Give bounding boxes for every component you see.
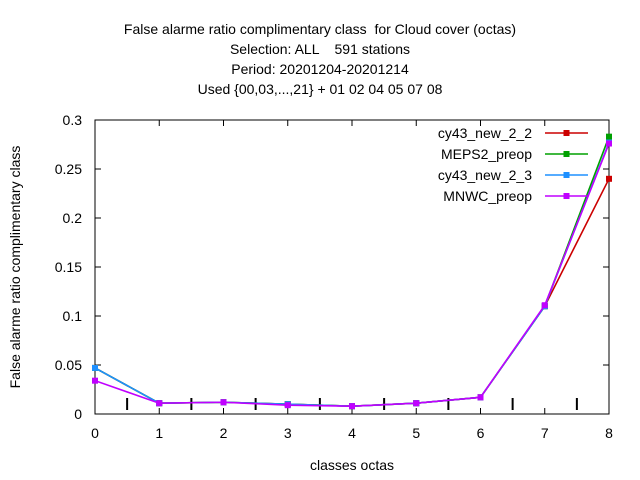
y-tick-label: 0.15	[55, 259, 82, 275]
y-tick-label: 0.05	[55, 357, 82, 373]
x-axis-label: classes octas	[310, 457, 394, 473]
y-tick-label: 0.1	[63, 308, 83, 324]
data-point	[541, 302, 548, 309]
legend-label: cy43_new_2_2	[438, 125, 532, 141]
y-tick-label: 0	[74, 406, 82, 422]
x-tick-label: 6	[477, 425, 485, 441]
legend-swatch-marker	[563, 172, 570, 178]
series-cy43_new_2_3	[92, 139, 612, 410]
y-tick-label: 0.2	[63, 210, 83, 226]
chart-title-line-1: False alarme ratio complimentary class f…	[123, 21, 517, 37]
data-point	[92, 377, 98, 384]
legend-label: MEPS2_preop	[441, 146, 532, 162]
legend-label: MNWC_preop	[443, 188, 532, 204]
x-tick-label: 3	[284, 425, 292, 441]
data-point	[477, 394, 484, 401]
series-line	[94, 178, 610, 407]
data-point	[92, 364, 98, 371]
x-tick-label: 1	[155, 425, 163, 441]
data-point	[156, 400, 163, 407]
y-tick-label: 0.3	[63, 112, 83, 128]
y-axis-label: False alarme ratio complimentary class	[7, 146, 23, 389]
x-tick-label: 4	[348, 425, 356, 441]
data-point	[220, 399, 227, 406]
plot-frame	[94, 119, 610, 415]
chart-title-line-3: Period: 20201204-20201214	[231, 61, 409, 77]
legend-swatch-marker	[563, 151, 570, 157]
y-tick-label: 0.25	[55, 161, 82, 177]
series-MEPS2_preop	[92, 133, 612, 410]
legend-swatch-marker	[563, 130, 570, 136]
x-tick-label: 8	[605, 425, 613, 441]
data-point	[349, 403, 355, 410]
x-tick-label: 0	[91, 425, 99, 441]
x-tick-label: 5	[412, 425, 420, 441]
data-point	[413, 400, 420, 407]
x-tick-label: 2	[220, 425, 228, 441]
legend-label: cy43_new_2_3	[438, 167, 532, 183]
series-cy43_new_2_2	[92, 175, 612, 410]
chart-title-line-2: Selection: ALL 591 stations	[229, 41, 411, 57]
data-point	[284, 402, 291, 409]
x-tick-label: 7	[541, 425, 549, 441]
data-point	[606, 133, 612, 140]
data-point	[606, 175, 612, 182]
legend-swatch-marker	[563, 193, 570, 199]
data-point	[606, 140, 612, 147]
chart-title-line-4: Used {00,03,...,21} + 01 02 04 05 07 08	[197, 81, 443, 97]
series-MNWC_preop	[92, 140, 612, 410]
